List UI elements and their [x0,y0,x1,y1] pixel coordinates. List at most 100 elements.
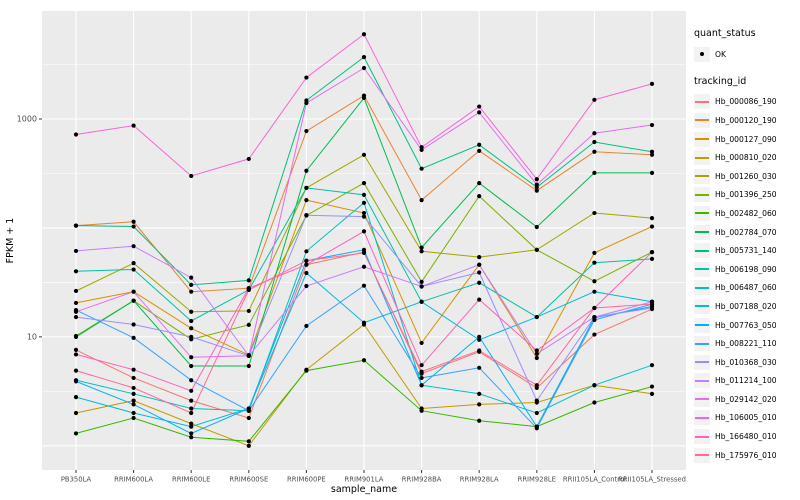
data-point [304,258,309,263]
data-point [361,32,367,37]
data-point [361,264,367,269]
data-point [304,185,309,191]
legend-item-label: Hb_010368_030 [715,357,777,367]
data-point [361,192,367,198]
data-point [477,270,482,275]
data-point [649,152,655,157]
data-point [419,245,424,250]
data-point [534,314,539,320]
legend-item: Hb_005731_140 [694,241,798,260]
data-point [649,216,655,221]
x-tick-label: RRIM928LA [460,476,499,484]
data-point [246,443,251,448]
data-point [189,318,194,324]
legend-item-ok: OK [694,45,798,64]
data-point [304,75,309,80]
legend-item-label: Hb_000120_190 [715,115,777,125]
data-point [419,340,424,346]
data-point [131,367,136,372]
x-tick-label: RRIM928BA [402,476,442,484]
data-point [477,280,482,285]
point-icon [694,46,710,62]
data-point [477,193,482,199]
x-tick-label: RRII105LA_Stressed [618,476,686,484]
data-point [361,180,367,186]
data-point [73,300,79,306]
legend-item: Hb_008221_110 [694,334,798,353]
data-point [592,314,597,320]
data-point [361,247,367,252]
data-point [419,279,424,284]
data-point [592,317,597,323]
line-swatch-icon [694,131,710,147]
legend-series-list: Hb_000086_190 Hb_000120_190 Hb_000127_090 H… [694,93,798,465]
data-point [534,247,539,252]
data-point [246,353,251,358]
data-point [477,297,482,302]
data-point [534,177,539,182]
line-swatch-icon [694,94,710,110]
data-point [419,369,424,374]
data-point [649,224,655,229]
data-point [73,410,79,416]
data-point [189,388,194,393]
data-point [131,402,136,407]
legend-item-label: Hb_000810_020 [715,153,777,163]
data-point [419,383,424,388]
data-point [534,410,539,416]
data-point [534,188,539,193]
data-point [477,262,482,267]
line-swatch-icon [694,205,710,221]
legend-item-label: Hb_006487_060 [715,283,777,293]
legend-item-label: Hb_008221_110 [715,339,777,349]
legend-item: Hb_007763_050 [694,316,798,335]
line-swatch-icon [694,447,710,463]
data-point [361,214,367,219]
legend-title-quant-status: quant_status [694,28,756,39]
data-point [131,410,136,416]
data-point [304,270,309,276]
legend-item: Hb_000127_090 [694,130,798,149]
data-point [189,406,194,411]
x-tick-label: RRIM600SE [229,476,268,484]
data-point [592,279,597,284]
data-point [131,224,136,229]
legend-item: Hb_166480_010 [694,427,798,446]
data-point [361,229,367,234]
data-point [304,249,309,254]
legend-item: Hb_001260_030 [694,167,798,186]
data-point [477,418,482,423]
data-point [592,400,597,405]
data-point [189,355,194,360]
x-tick-label: RRII105LA_Control [563,476,626,484]
data-point [592,149,597,154]
data-point [477,254,482,260]
x-tick-label: RRIM600LE [172,476,210,484]
data-point [419,145,424,150]
data-point [361,95,367,101]
legend-item: Hb_175976_010 [694,446,798,465]
data-point [189,378,194,383]
data-point [477,148,482,153]
data-point [189,309,194,314]
x-tick-label: RRIM600PE [287,476,326,484]
data-point [304,168,309,173]
data-point [592,260,597,265]
data-point [477,337,482,342]
data-point [592,170,597,176]
data-point [361,65,367,71]
data-point [246,322,251,327]
line-swatch-icon [694,150,710,166]
data-point [73,352,79,357]
data-point [649,170,655,176]
data-point [419,363,424,368]
line-swatch-icon [694,373,710,389]
x-tick-label: PB350LA [61,476,92,484]
line-swatch-icon [694,261,710,277]
data-point [73,431,79,436]
data-point [592,210,597,216]
data-point [534,398,539,403]
legend-item: Hb_002482_060 [694,204,798,223]
line-swatch-icon [694,280,710,296]
